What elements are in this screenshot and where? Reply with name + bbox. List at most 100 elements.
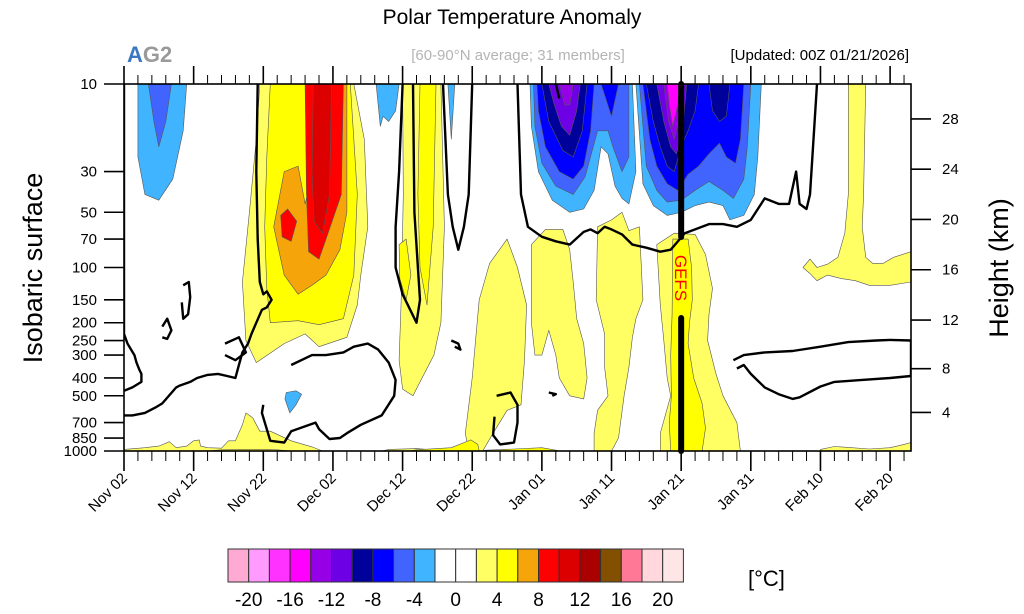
y2-tick-label: 24 (942, 161, 959, 178)
colorbar-box (558, 548, 581, 583)
y-tick-label: 50 (80, 204, 97, 221)
gefs-label: GEFS (671, 255, 690, 301)
y2-tick-label: 20 (942, 211, 959, 228)
colorbar-label: -12 (318, 590, 345, 611)
contour-fill (600, 84, 619, 117)
y-tick-label: 100 (72, 260, 97, 277)
x-tick-label: Dec 22 (433, 470, 479, 516)
chart-subtitle: [60-90°N average; 31 members] (411, 47, 625, 64)
x-tick-label: Jan 11 (575, 470, 618, 513)
colorbar-label: 0 (450, 590, 461, 611)
zero-contour-line (180, 280, 192, 320)
contour-fill (802, 84, 911, 286)
x-tick-label: Nov 22 (224, 470, 270, 516)
contour-fill (284, 390, 302, 414)
colorbar-box (372, 548, 395, 583)
y-tick-label: 300 (72, 347, 97, 364)
x-tick-label: Feb 20 (852, 470, 897, 515)
x-tick-label: Dec 02 (294, 470, 340, 516)
zero-contours (124, 84, 911, 446)
updated-timestamp: [Updated: 00Z 01/21/2026] (731, 47, 909, 64)
colorbar-box (496, 548, 519, 583)
zero-contour-line (441, 84, 474, 251)
contour-fill (398, 238, 412, 301)
colorbar-box (227, 548, 250, 583)
logo: AG2 (127, 42, 172, 67)
y-tick-label: 700 (72, 415, 97, 432)
zero-contour-line (491, 391, 519, 446)
colorbar-box (620, 548, 643, 583)
x-tick-label: Jan 01 (505, 470, 549, 514)
contour-fill (375, 84, 400, 127)
colorbar-label: -8 (364, 590, 381, 611)
contour-fill (417, 84, 437, 306)
x-tick-label: Nov 12 (155, 470, 201, 516)
zero-contour-line (732, 338, 911, 401)
logo-a: A (127, 42, 143, 67)
x-tick-label: Feb 10 (782, 470, 827, 515)
x-tick-label: Jan 31 (714, 470, 758, 514)
colorbar-box (641, 548, 664, 583)
colorbar-label: -16 (276, 590, 303, 611)
y-axis-height: 4 8 12 16 20 24 28 (911, 111, 959, 421)
y2-tick-label: 12 (942, 312, 959, 329)
contour-fill (409, 439, 480, 451)
colorbar-box (455, 548, 477, 583)
colorbar-box (393, 548, 415, 583)
contour-fill (280, 208, 298, 242)
colorbar-label: 8 (533, 590, 544, 611)
colorbar-label: -4 (406, 590, 423, 611)
y-tick-label: 70 (80, 231, 97, 248)
colorbar-unit: [°C] (748, 566, 785, 591)
colorbar-box (413, 548, 436, 583)
zero-contour-line (516, 84, 819, 253)
contour-fill (137, 84, 187, 201)
zero-contour-line (548, 391, 557, 397)
y-tick-label: 10 (80, 76, 97, 93)
filled-contours (124, 84, 911, 451)
colorbar-label: 20 (652, 590, 673, 611)
zero-contour-line (161, 317, 173, 341)
colorbar-label: 12 (569, 590, 590, 611)
contour-fill (820, 442, 911, 451)
logo-g2: G2 (143, 42, 172, 67)
colorbar-box (248, 548, 270, 583)
colorbar-box (351, 548, 374, 583)
contour-fill (447, 84, 456, 140)
contour-fill (548, 84, 581, 136)
zero-contour-line (450, 339, 462, 351)
contour-fill (593, 212, 644, 451)
y-axis-title: Isobaric surface (18, 173, 48, 364)
colorbar-box (289, 548, 312, 583)
zero-contour-line (554, 84, 561, 99)
zero-contour-line (394, 84, 422, 324)
contour-fill (148, 84, 172, 148)
y-tick-label: 30 (80, 164, 97, 181)
colorbar-label: 4 (492, 590, 503, 611)
y-tick-label: 200 (72, 315, 97, 332)
y2-tick-label: 16 (942, 262, 959, 279)
colorbar-box (310, 548, 332, 583)
colorbar-box (475, 548, 498, 583)
y-tick-label: 250 (72, 333, 97, 350)
colorbar-box (268, 548, 291, 583)
y2-tick-label: 8 (942, 361, 950, 378)
colorbar-box (662, 548, 684, 583)
y2-axis-title: Height (km) (984, 198, 1014, 338)
svg-text:AG2: AG2 (127, 42, 172, 67)
zero-contour-line (260, 342, 397, 444)
contour-fill (558, 84, 574, 106)
y-tick-label: 1000 (64, 443, 97, 460)
x-tick-label: Dec 12 (364, 470, 410, 516)
y2-tick-label: 4 (942, 404, 950, 421)
colorbar-label: -20 (235, 590, 262, 611)
colorbar-box (579, 548, 602, 583)
y2-tick-label: 28 (942, 111, 959, 128)
y-tick-label: 500 (72, 388, 97, 405)
colorbar-box (538, 548, 560, 583)
chart-title: Polar Temperature Anomaly (383, 6, 642, 29)
contour-fill (464, 238, 527, 451)
contour-fill (666, 84, 681, 127)
